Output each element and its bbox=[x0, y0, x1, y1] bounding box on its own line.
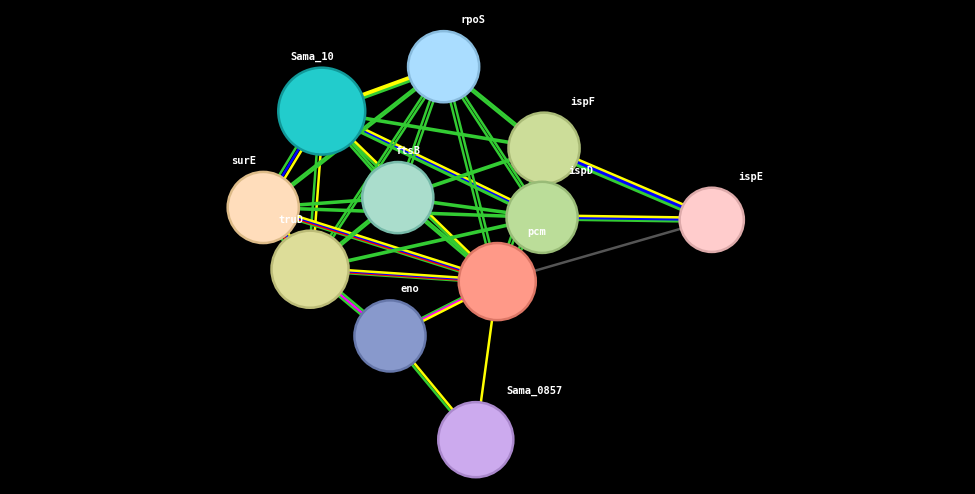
Ellipse shape bbox=[363, 162, 433, 233]
Ellipse shape bbox=[278, 68, 366, 155]
Ellipse shape bbox=[438, 402, 514, 477]
Text: ispD: ispD bbox=[568, 166, 594, 176]
Ellipse shape bbox=[680, 188, 744, 252]
Ellipse shape bbox=[228, 172, 298, 243]
Text: truD: truD bbox=[278, 215, 303, 225]
Text: surE: surE bbox=[231, 156, 256, 166]
Text: Sama_0857: Sama_0857 bbox=[506, 386, 563, 396]
Ellipse shape bbox=[509, 113, 579, 184]
Text: rpoS: rpoS bbox=[460, 15, 486, 25]
Text: Sama_10: Sama_10 bbox=[291, 51, 333, 62]
Ellipse shape bbox=[271, 231, 349, 308]
Ellipse shape bbox=[355, 300, 425, 371]
Ellipse shape bbox=[458, 243, 536, 320]
Ellipse shape bbox=[409, 31, 479, 102]
Text: ispF: ispF bbox=[570, 97, 596, 107]
Text: ftsB: ftsB bbox=[395, 146, 420, 156]
Ellipse shape bbox=[507, 182, 577, 253]
Text: eno: eno bbox=[400, 285, 419, 294]
Text: pcm: pcm bbox=[526, 227, 546, 237]
Text: ispE: ispE bbox=[738, 172, 763, 182]
